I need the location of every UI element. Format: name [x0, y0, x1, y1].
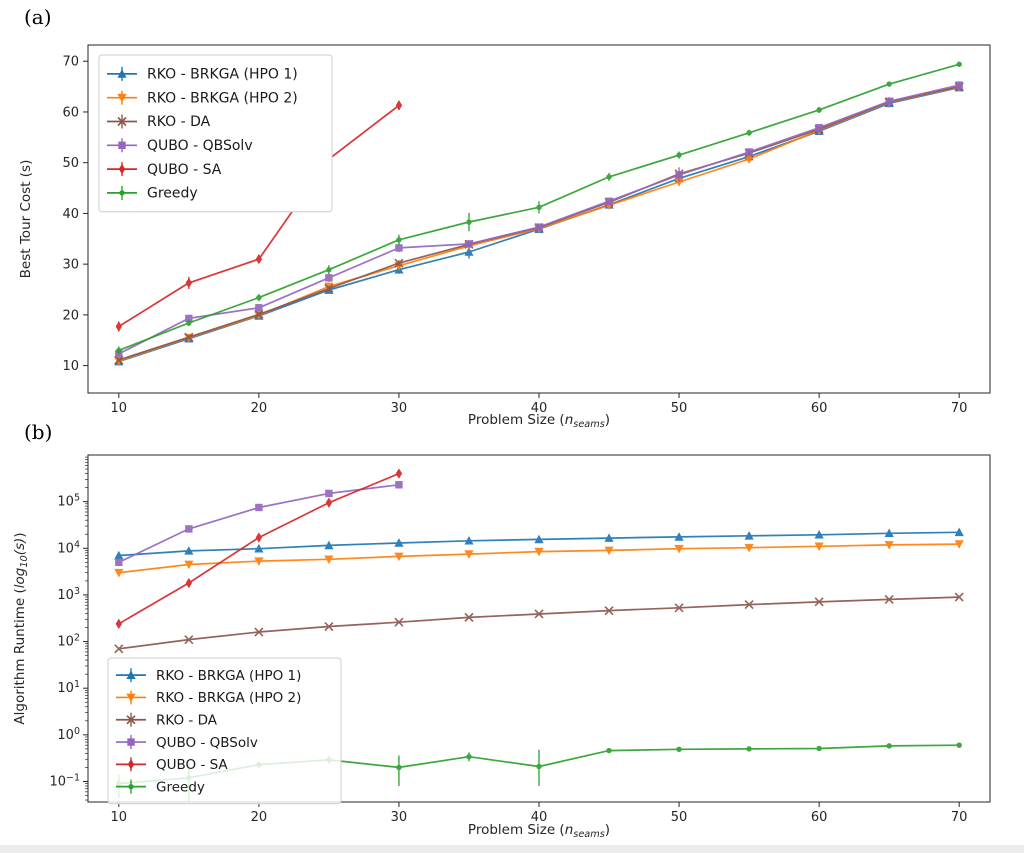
series-rko-brkga-hpo-2 [114, 540, 964, 578]
legend-item-rko-da: RKO - DA [116, 712, 218, 728]
panel-b-chart: 10 20 30 40 50 60 70 10−1 100 101 102 103 104 105 Prob… [12, 454, 991, 840]
legend-item-label: RKO - BRKGA (HPO 2) [156, 690, 301, 706]
series-qubo-sa [115, 100, 403, 332]
x-tick-label: 50 [671, 810, 688, 825]
y-tick-label: 102 [57, 633, 80, 650]
axes: 10 20 30 40 50 60 70 10−1 100 101 102 103 104 105 Prob… [12, 454, 991, 840]
legend-item-label: QUBO - QBSolv [147, 138, 253, 154]
legend-item-rko-da: RKO - DA [107, 114, 211, 130]
series-greedy [116, 61, 962, 355]
x-tick-label: 40 [531, 810, 548, 825]
legend-item-qubo-sa: QUBO - SA [116, 757, 228, 773]
y-tick-label: 20 [62, 308, 79, 323]
y-axis-label: Algorithm Runtime (log10(s)) [12, 532, 30, 724]
legend-item-rko-brkga-hpo-2: RKO - BRKGA (HPO 2) [107, 90, 298, 106]
x-axis: 10 20 30 40 50 60 70 [111, 393, 968, 416]
x-tick-label: 60 [811, 401, 828, 416]
y-tick-label: 104 [57, 539, 80, 556]
y-tick-label: 100 [57, 726, 80, 743]
legend-item-qubo-qbsolv: QUBO - QBSolv [107, 138, 253, 154]
legend-item-rko-brkga-hpo-1: RKO - BRKGA (HPO 1) [107, 67, 298, 83]
legend-item-label: QUBO - SA [147, 162, 222, 178]
series-qubo-qbsolv [115, 481, 403, 567]
x-tick-label: 20 [251, 401, 268, 416]
y-tick-label: 10 [62, 359, 79, 374]
x-tick-label: 20 [251, 810, 268, 825]
legend-item-greedy: Greedy [116, 779, 205, 795]
legend-item-label: RKO - DA [147, 114, 211, 130]
y-axis-label: Best Tour Cost (s) [18, 160, 34, 279]
y-tick-label: 103 [57, 586, 80, 603]
x-axis-label: Problem Size (nseams) [468, 412, 610, 430]
legend-item-label: RKO - DA [156, 712, 218, 728]
plot-border [87, 454, 991, 803]
legend-item-label: RKO - BRKGA (HPO 1) [147, 67, 298, 83]
legend-item-label: QUBO - SA [156, 757, 228, 773]
legend-item-rko-brkga-hpo-2: RKO - BRKGA (HPO 2) [116, 690, 301, 706]
x-tick-label: 30 [391, 401, 408, 416]
legend: RKO - BRKGA (HPO 1) RKO - BRKGA (HPO 2) RK… [98, 54, 333, 213]
y-tick-label: 105 [57, 493, 80, 510]
x-tick-label: 10 [111, 401, 128, 416]
legend-item-label: Greedy [156, 779, 205, 795]
y-tick-label: 50 [62, 156, 79, 171]
panel-a-label: (a) [24, 5, 52, 29]
panel-a-chart: 10 20 30 40 50 60 70 10 20 30 40 50 60 70 Problem Size… [18, 44, 991, 430]
x-axis: 10 20 30 40 50 60 70 [111, 802, 968, 825]
bottom-border-strip [0, 845, 1024, 853]
x-tick-label: 50 [671, 401, 688, 416]
y-tick-label: 40 [62, 207, 79, 222]
y-tick-label: 10−1 [49, 772, 80, 789]
plot-border [87, 44, 991, 394]
series-rko-brkga-hpo-1 [114, 527, 964, 560]
legend-item-label: RKO - BRKGA (HPO 2) [147, 90, 298, 106]
legend-item-label: Greedy [147, 186, 198, 202]
x-tick-label: 70 [951, 401, 968, 416]
legend-item-label: RKO - BRKGA (HPO 1) [156, 668, 301, 684]
y-axis: 10 20 30 40 50 60 70 [62, 55, 88, 374]
y-axis: 10−1 100 101 102 103 104 105 [49, 456, 88, 801]
x-tick-label: 70 [951, 810, 968, 825]
x-tick-label: 40 [531, 401, 548, 416]
x-tick-label: 60 [811, 810, 828, 825]
axes: 10 20 30 40 50 60 70 10 20 30 40 50 60 70 Problem Size… [18, 44, 991, 430]
legend-item-rko-brkga-hpo-1: RKO - BRKGA (HPO 1) [116, 668, 301, 684]
panel-b-label: (b) [24, 420, 53, 444]
legend-item-label: QUBO - QBSolv [156, 735, 258, 751]
y-tick-label: 30 [62, 258, 79, 273]
y-tick-label: 60 [62, 105, 79, 120]
legend-item-qubo-sa: QUBO - SA [107, 162, 222, 178]
series-rko-da [114, 592, 964, 654]
x-axis-label: Problem Size (nseams) [468, 822, 610, 840]
legend: RKO - BRKGA (HPO 1) RKO - BRKGA (HPO 2) RK… [107, 657, 342, 805]
x-tick-label: 10 [111, 810, 128, 825]
y-tick-label: 70 [62, 55, 79, 70]
legend-item-greedy: Greedy [107, 186, 198, 202]
legend-item-qubo-qbsolv: QUBO - QBSolv [116, 735, 258, 751]
x-tick-label: 30 [391, 810, 408, 825]
y-tick-label: 101 [57, 679, 80, 696]
